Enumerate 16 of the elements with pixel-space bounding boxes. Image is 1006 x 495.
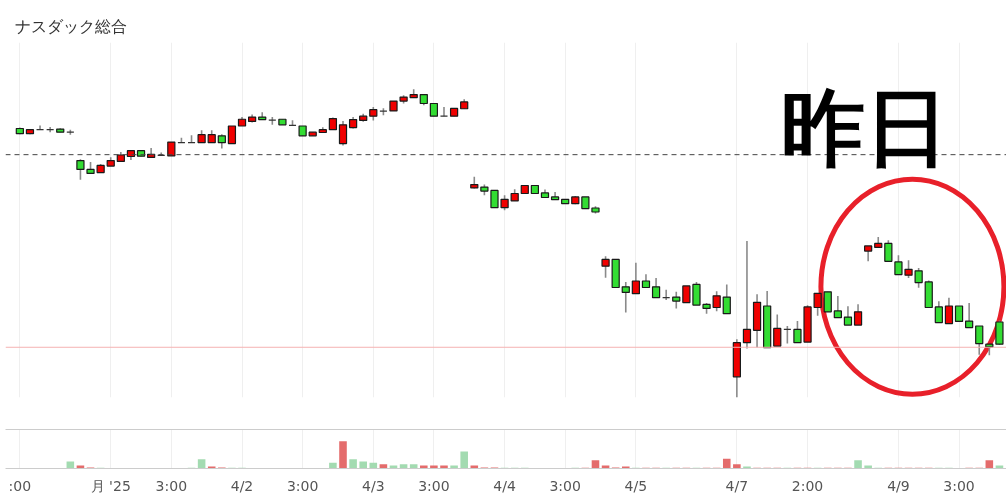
x-tick-label: 3:00 <box>286 477 319 494</box>
x-tick-label: 3:00 <box>418 477 450 494</box>
x-tick-label: 4/7 <box>725 477 749 494</box>
x-tick-label: 4/9 <box>887 477 910 494</box>
x-tick-label: :00 <box>8 477 32 494</box>
x-tick-label: 3:00 <box>155 477 188 494</box>
annotation: 昨日 <box>781 78 950 177</box>
x-tick-label: 3:00 <box>943 477 975 494</box>
x-tick-label: 月 '25 <box>90 477 131 494</box>
x-tick-label: 4/4 <box>493 477 516 494</box>
x-tick-label: 3:00 <box>549 477 581 494</box>
chart-title: ナスダック総合 <box>14 17 127 36</box>
x-tick-label: 4/3 <box>362 477 385 494</box>
x-tick-label: 2:00 <box>791 477 824 494</box>
x-tick-label: 4/2 <box>230 477 254 494</box>
x-tick-label: 4/5 <box>624 477 648 494</box>
